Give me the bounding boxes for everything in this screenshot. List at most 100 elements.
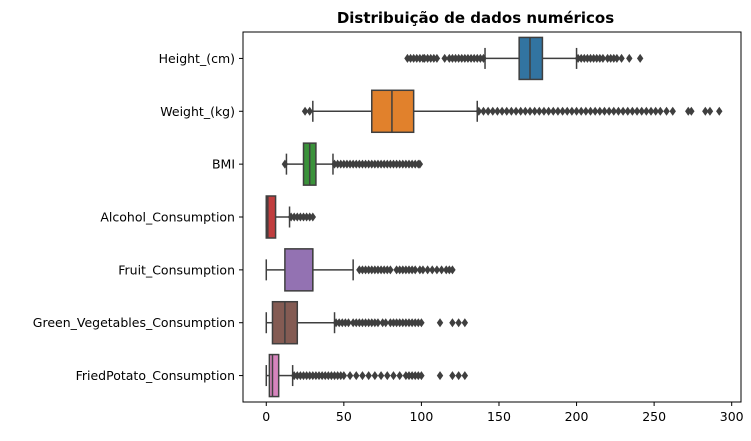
outlier-point: [281, 159, 289, 169]
outlier-point: [374, 318, 382, 328]
outlier-point: [424, 265, 431, 275]
outlier-point: [568, 106, 576, 116]
outlier-point: [652, 106, 659, 116]
outlier-point: [657, 106, 664, 116]
outlier-point: [461, 318, 469, 328]
outlier-point: [345, 318, 352, 328]
outlier-point: [615, 106, 622, 116]
outlier-point: [489, 106, 496, 116]
x-tick-label: 150: [487, 409, 511, 424]
outlier-point: [643, 106, 650, 116]
box-iqr: [371, 89, 415, 134]
outlier-point: [531, 106, 538, 116]
outlier-point: [494, 106, 501, 116]
outlier-point: [396, 371, 403, 381]
y-tick-label: Fruit_Consumption: [118, 262, 235, 277]
outlier-point: [480, 53, 487, 63]
outlier-point: [636, 53, 644, 63]
outlier-point: [433, 53, 441, 63]
outlier-point: [508, 106, 515, 116]
outlier-point: [359, 371, 366, 381]
outlier-point: [475, 106, 483, 116]
outlier-point: [554, 106, 562, 116]
plot-frame: [242, 31, 742, 403]
outlier-point: [638, 106, 645, 116]
box-group: [265, 195, 317, 239]
box-iqr: [518, 36, 544, 81]
outlier-point: [416, 159, 424, 169]
box-group: [265, 353, 469, 398]
outlier-point: [610, 106, 617, 116]
x-tick-label: 200: [565, 409, 589, 424]
outlier-point: [517, 106, 524, 116]
outlier-point: [624, 106, 631, 116]
outlier-point: [706, 106, 714, 116]
outlier-point: [419, 265, 427, 275]
box-iqr: [284, 248, 314, 292]
outlier-point: [605, 106, 613, 116]
outlier-point: [353, 371, 360, 381]
chart-title: Distribuição de dados numéricos: [337, 9, 614, 27]
outlier-point: [365, 371, 372, 381]
box-group: [265, 300, 469, 345]
outlier-point: [587, 106, 594, 116]
outlier-point: [484, 106, 492, 116]
outlier-point: [629, 106, 636, 116]
outlier-point: [306, 106, 313, 116]
y-tick-label: Weight_(kg): [160, 104, 235, 119]
outlier-point: [340, 371, 348, 381]
outlier-point: [716, 106, 723, 116]
outlier-point: [669, 106, 676, 116]
outlier-point: [582, 106, 590, 116]
outlier-point: [377, 371, 385, 381]
outlier-point: [503, 106, 510, 116]
outlier-point: [301, 106, 309, 116]
x-tick-label: 250: [642, 409, 666, 424]
x-axis: 0 50 100 150 200 250 300: [262, 402, 744, 424]
box-iqr: [268, 353, 280, 398]
box-iqr: [265, 195, 277, 239]
outlier-point: [461, 371, 469, 381]
box-group: [404, 36, 644, 81]
outlier-point: [596, 106, 604, 116]
outlier-point: [578, 106, 585, 116]
outlier-point: [599, 53, 607, 63]
outlier-point: [498, 106, 506, 116]
outlier-point: [449, 265, 456, 275]
outlier-point: [601, 106, 608, 116]
outlier-point: [626, 53, 633, 63]
x-tick-label: 100: [409, 409, 433, 424]
outlier-point: [550, 106, 557, 116]
outlier-point: [545, 106, 552, 116]
outlier-point: [536, 106, 543, 116]
outlier-point: [526, 106, 534, 116]
outlier-point: [559, 106, 566, 116]
outlier-point: [647, 106, 655, 116]
outlier-point: [429, 265, 436, 275]
outlier-point: [618, 53, 625, 63]
y-tick-label: BMI: [212, 157, 235, 172]
outlier-point: [480, 106, 487, 116]
y-tick-label: FriedPotato_Consumption: [76, 368, 235, 383]
outlier-point: [438, 265, 445, 275]
y-tick-label: Green_Vegetables_Consumption: [33, 315, 235, 330]
x-tick-label: 50: [336, 409, 352, 424]
outlier-point: [455, 371, 462, 381]
outlier-point: [382, 318, 389, 328]
outlier-point: [522, 106, 529, 116]
outlier-point: [441, 53, 448, 63]
outlier-point: [591, 106, 599, 116]
box-group: [265, 248, 456, 292]
outlier-point: [540, 106, 548, 116]
outlier-point: [663, 106, 670, 116]
outlier-point: [702, 106, 709, 116]
outlier-point: [564, 106, 571, 116]
outlier-point: [418, 318, 425, 328]
x-tick-label: 300: [720, 409, 744, 424]
outlier-point: [512, 106, 520, 116]
outlier-point: [371, 371, 379, 381]
outlier-point: [387, 265, 394, 275]
outlier-point: [346, 371, 354, 381]
